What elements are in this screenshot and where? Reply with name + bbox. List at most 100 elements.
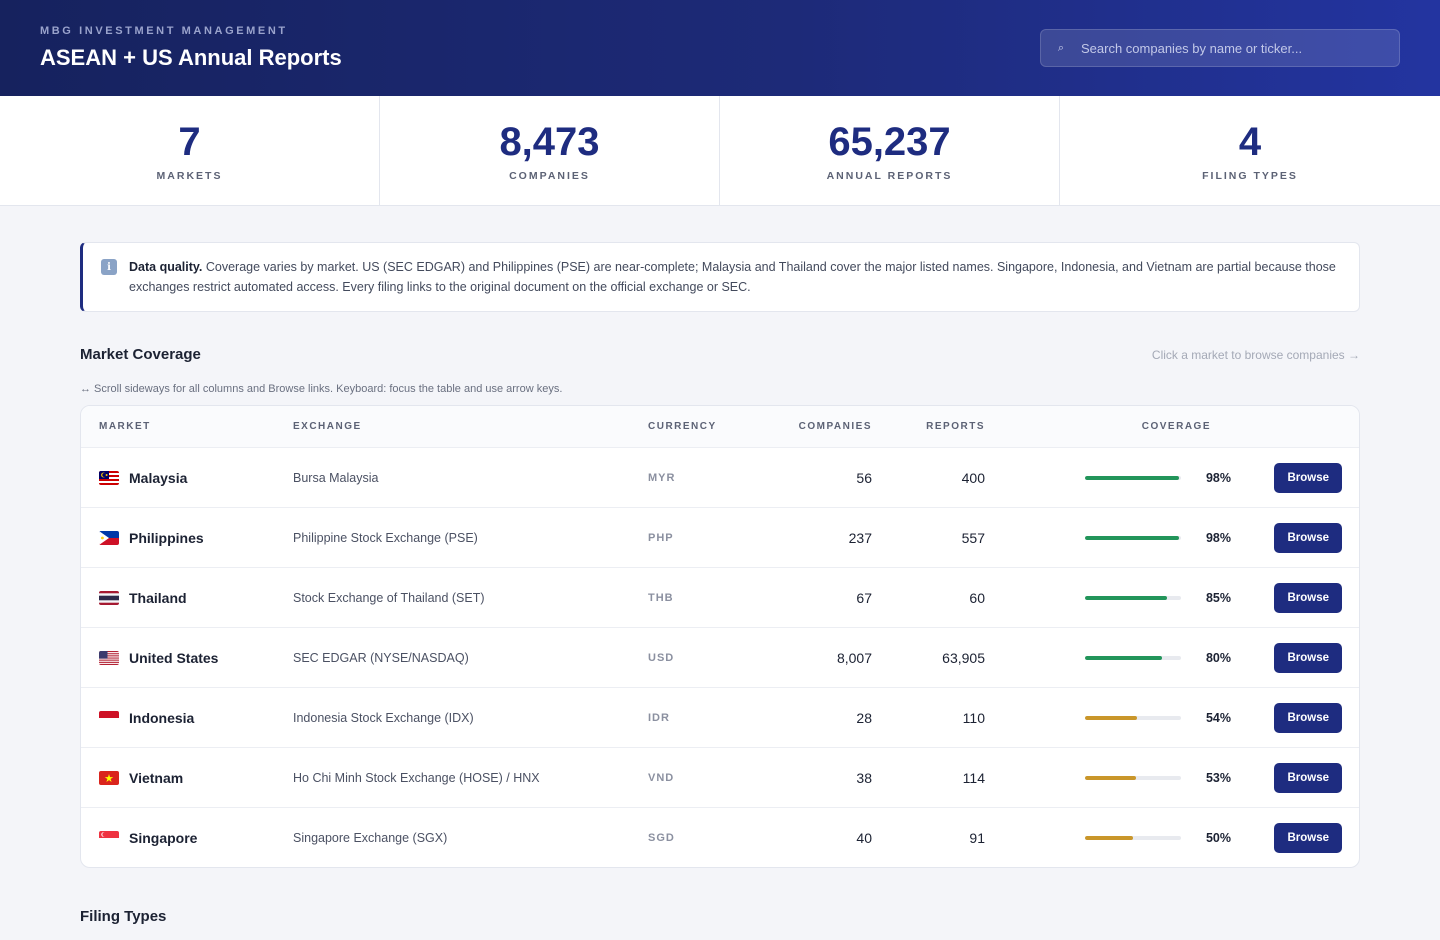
table-row[interactable]: United States SEC EDGAR (NYSE/NASDAQ) USD 8…: [81, 627, 1359, 687]
table-header: MARKET EXCHANGE CURRENCY COMPANIES REPOR…: [81, 406, 1359, 447]
coverage-bar: [1085, 535, 1181, 540]
companies-cell: 40: [856, 829, 872, 846]
action-cell: Browse: [1231, 522, 1359, 553]
market-cell: Thailand: [81, 590, 293, 606]
exchange-cell: Stock Exchange of Thailand (SET): [293, 590, 485, 605]
companies-cell: 56: [856, 469, 872, 486]
coverage-percent: 85%: [1205, 590, 1231, 605]
data-quality-notice: i Data quality. Coverage varies by marke…: [80, 242, 1360, 312]
stat-label: COMPANIES: [509, 169, 590, 182]
coverage-cell: 50%: [985, 831, 1231, 845]
market-coverage-table[interactable]: MARKET EXCHANGE CURRENCY COMPANIES REPOR…: [80, 405, 1360, 868]
notice-bold: Data quality.: [129, 260, 203, 274]
market-name: Singapore: [129, 829, 198, 846]
brand: MBG INVESTMENT MANAGEMENT ASEAN + US Ann…: [40, 25, 342, 71]
flag-philippines-icon: [99, 530, 119, 545]
browse-button[interactable]: Browse: [1274, 822, 1342, 853]
flag-indonesia-icon: [99, 710, 119, 725]
coverage-percent: 98%: [1205, 470, 1231, 485]
section-hint: Click a market to browse companies →: [1151, 348, 1360, 362]
action-cell: Browse: [1231, 822, 1359, 853]
market-cell: Indonesia: [81, 710, 293, 726]
browse-button[interactable]: Browse: [1274, 702, 1342, 733]
market-cell: Philippines: [81, 530, 293, 546]
coverage-bar-fill: [1085, 655, 1162, 660]
notice-text: Data quality. Coverage varies by market.…: [129, 257, 1339, 297]
action-cell: Browse: [1231, 702, 1359, 733]
table-row[interactable]: Malaysia Bursa Malaysia MYR 56 400 98% Browse: [81, 447, 1359, 507]
stat-value: 8,473: [499, 119, 600, 164]
table-row[interactable]: Philippines Philippine Stock Exchange (PS…: [81, 507, 1359, 567]
table-row[interactable]: Vietnam Ho Chi Minh Stock Exchange (HOSE)…: [81, 747, 1359, 807]
market-name: Indonesia: [129, 709, 195, 726]
stat-filing-types: 4 FILING TYPES: [1060, 96, 1440, 205]
market-name: Thailand: [129, 589, 187, 606]
coverage-bar: [1085, 475, 1181, 480]
stat-companies: 8,473 COMPANIES: [380, 96, 720, 205]
action-cell: Browse: [1231, 642, 1359, 673]
stat-label: ANNUAL REPORTS: [826, 169, 953, 182]
coverage-bar: [1085, 655, 1181, 660]
market-name: United States: [129, 649, 219, 666]
col-coverage: COVERAGE: [1141, 421, 1211, 432]
coverage-cell: 98%: [985, 531, 1231, 545]
reports-cell: 400: [961, 469, 985, 486]
coverage-bar-fill: [1085, 595, 1167, 600]
reports-cell: 110: [962, 709, 985, 726]
reports-cell: 114: [962, 769, 985, 786]
market-cell: United States: [81, 650, 293, 666]
action-cell: Browse: [1231, 582, 1359, 613]
col-exchange: EXCHANGE: [293, 421, 362, 432]
companies-cell: 28: [856, 709, 872, 726]
stat-markets: 7 MARKETS: [0, 96, 380, 205]
market-name: Philippines: [129, 529, 204, 546]
coverage-percent: 53%: [1205, 770, 1231, 785]
search-box[interactable]: ⌕: [1040, 29, 1400, 67]
flag-vietnam-icon: [99, 770, 119, 785]
exchange-cell: Ho Chi Minh Stock Exchange (HOSE) / HNX: [293, 770, 540, 785]
app-header: MBG INVESTMENT MANAGEMENT ASEAN + US Ann…: [0, 0, 1440, 96]
browse-button[interactable]: Browse: [1274, 642, 1342, 673]
coverage-cell: 54%: [985, 711, 1231, 725]
coverage-percent: 54%: [1205, 710, 1231, 725]
coverage-bar: [1085, 595, 1181, 600]
flag-thailand-icon: [99, 590, 119, 605]
browse-button[interactable]: Browse: [1274, 522, 1342, 553]
table-body: Malaysia Bursa Malaysia MYR 56 400 98% Browse P…: [81, 447, 1359, 867]
currency-cell: MYR: [648, 471, 676, 484]
coverage-bar-fill: [1085, 775, 1136, 780]
coverage-bar-fill: [1085, 715, 1137, 720]
coverage-bar: [1085, 775, 1181, 780]
search-input[interactable]: [1081, 40, 1385, 56]
coverage-bar-fill: [1085, 835, 1133, 840]
coverage-bar-fill: [1085, 475, 1180, 480]
currency-cell: THB: [648, 591, 674, 604]
table-row[interactable]: Thailand Stock Exchange of Thailand (SET)…: [81, 567, 1359, 627]
browse-button[interactable]: Browse: [1274, 462, 1342, 493]
currency-cell: SGD: [648, 831, 675, 844]
exchange-cell: Singapore Exchange (SGX): [293, 830, 448, 845]
section-title: Market Coverage: [80, 346, 201, 363]
table-row[interactable]: Singapore Singapore Exchange (SGX) SGD 40 91…: [81, 807, 1359, 867]
companies-cell: 8,007: [836, 649, 872, 666]
companies-cell: 38: [856, 769, 872, 786]
action-cell: Browse: [1231, 762, 1359, 793]
coverage-percent: 80%: [1205, 650, 1231, 665]
org-name: MBG INVESTMENT MANAGEMENT: [40, 25, 288, 37]
coverage-cell: 85%: [985, 591, 1231, 605]
currency-cell: VND: [648, 771, 675, 784]
stat-value: 65,237: [828, 119, 951, 164]
flag-united-states-icon: [99, 650, 119, 665]
col-market: MARKET: [99, 421, 151, 432]
market-cell: Vietnam: [81, 770, 293, 786]
notice-body: Coverage varies by market. US (SEC EDGAR…: [129, 260, 1336, 294]
page-title: ASEAN + US Annual Reports: [40, 45, 342, 70]
browse-button[interactable]: Browse: [1274, 762, 1342, 793]
stat-value: 4: [1238, 119, 1262, 164]
reports-cell: 60: [969, 589, 985, 606]
table-row[interactable]: Indonesia Indonesia Stock Exchange (IDX) I…: [81, 687, 1359, 747]
col-companies: COMPANIES: [798, 421, 872, 432]
market-name: Malaysia: [129, 469, 188, 486]
currency-cell: USD: [648, 651, 675, 664]
browse-button[interactable]: Browse: [1274, 582, 1342, 613]
